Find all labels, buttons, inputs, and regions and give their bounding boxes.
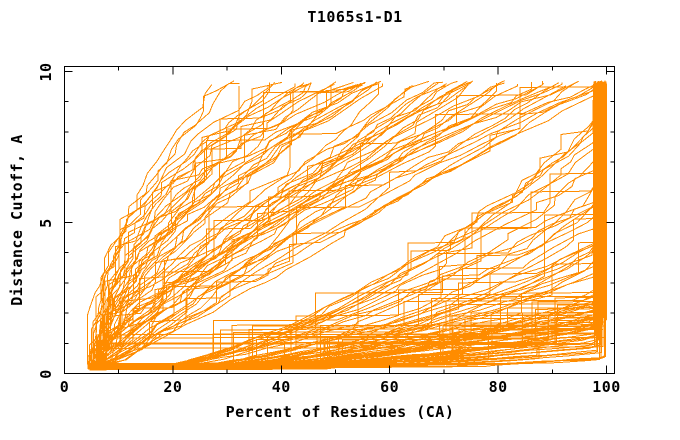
model-curve-poor-models bbox=[100, 82, 366, 366]
model-curve-poor-models bbox=[91, 82, 312, 366]
model-curve-poor-models bbox=[89, 85, 269, 367]
x-tick-label-40: 40 bbox=[271, 378, 291, 396]
model-curve-mid-models bbox=[90, 83, 447, 365]
model-curve-poor-models bbox=[104, 82, 312, 367]
model-curve-mid-models bbox=[99, 81, 599, 367]
model-curve-mid-models bbox=[99, 81, 544, 370]
model-curve-mid-models bbox=[88, 85, 411, 369]
x-tick-label-60: 60 bbox=[380, 378, 400, 396]
model-curve-mid-models bbox=[99, 83, 502, 370]
model-curve-best-models bbox=[100, 80, 602, 368]
model-curve-mid-models bbox=[95, 81, 577, 367]
model-curve-best-models bbox=[90, 81, 598, 371]
model-curve-good-models bbox=[88, 85, 597, 368]
model-curve-mid-models bbox=[100, 82, 563, 369]
model-curve-mid-models bbox=[91, 82, 599, 369]
model-curve-best-models bbox=[93, 83, 600, 368]
x-tick-label-20: 20 bbox=[163, 378, 183, 396]
model-curve-best-models bbox=[88, 81, 597, 370]
model-curve-best-models bbox=[93, 80, 600, 368]
model-curve-mid-models bbox=[97, 82, 362, 369]
model-curve-mid-models bbox=[99, 80, 506, 367]
model-curve-best-models bbox=[98, 84, 604, 370]
model-curve-best-models bbox=[94, 84, 607, 369]
y-tick-label-10: 10 bbox=[37, 61, 55, 82]
model-curve-best-models bbox=[101, 81, 602, 366]
model-curve-poor-models bbox=[87, 80, 235, 369]
model-curve-poor-models bbox=[86, 85, 240, 365]
model-curve-mid-models bbox=[91, 81, 473, 366]
model-curve-mid-models bbox=[87, 80, 579, 369]
model-curves bbox=[86, 80, 607, 371]
model-curve-poor-models bbox=[91, 83, 240, 368]
model-curve-poor-models bbox=[87, 83, 380, 368]
model-curve-best-models bbox=[95, 83, 600, 367]
model-curve-mid-models bbox=[87, 80, 430, 370]
x-tick-label-80: 80 bbox=[488, 378, 508, 396]
model-curve-best-models bbox=[99, 84, 605, 370]
model-curve-mid-models bbox=[91, 85, 554, 369]
model-curve-mid-models bbox=[92, 81, 532, 367]
model-curve-mid-models bbox=[94, 84, 597, 366]
x-tick-label-0: 0 bbox=[59, 378, 70, 396]
y-tick-label-0: 0 bbox=[37, 368, 55, 379]
x-axis-label: Percent of Residues (CA) bbox=[225, 403, 455, 421]
y-axis-label: Distance Cutoff, A bbox=[8, 134, 26, 306]
model-curve-good-models bbox=[88, 84, 595, 368]
model-curve-best-models bbox=[100, 85, 595, 368]
plot-frame bbox=[64, 66, 615, 374]
x-tick-label-100: 100 bbox=[592, 378, 621, 396]
model-curve-poor-models bbox=[99, 82, 270, 365]
model-curve-mid-models bbox=[94, 85, 446, 367]
chart-title: T1065s1-D1 bbox=[307, 8, 403, 26]
model-curve-poor-models bbox=[98, 83, 308, 369]
model-curve-poor-models bbox=[92, 83, 310, 370]
model-curve-mid-models bbox=[88, 81, 444, 367]
model-curve-mid-models bbox=[95, 80, 458, 370]
model-curve-mid-models bbox=[90, 85, 466, 370]
model-curve-best-models bbox=[93, 82, 606, 369]
model-curve-mid-models bbox=[87, 84, 518, 369]
y-tick-label-5: 5 bbox=[37, 217, 55, 228]
model-curve-mid-models bbox=[91, 80, 468, 365]
